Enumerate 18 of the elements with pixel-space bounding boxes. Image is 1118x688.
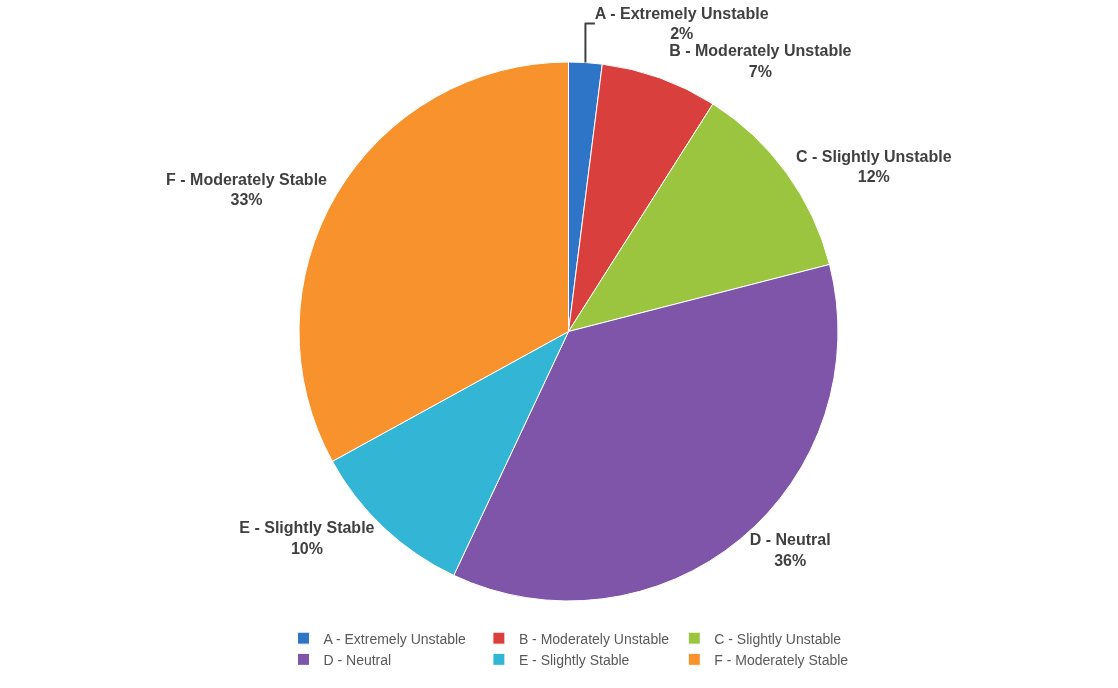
- data-label: 12%: [857, 168, 890, 186]
- slice-label: F - Moderately Stable: [166, 170, 328, 188]
- legend-label: D - Neutral: [323, 651, 392, 668]
- slice-label: A - Extremely Unstable: [594, 4, 769, 22]
- legend-label: F - Moderately Stable: [714, 651, 849, 668]
- slice-label: E - Slightly Stable: [239, 519, 375, 537]
- data-label: 2%: [670, 25, 694, 43]
- legend-label: E - Slightly Stable: [518, 651, 630, 668]
- slice-label: D - Neutral: [749, 531, 831, 549]
- legend-label: C - Slightly Unstable: [714, 630, 842, 647]
- data-label: 7%: [748, 63, 772, 81]
- legend-label: B - Moderately Unstable: [518, 630, 670, 647]
- data-label: 36%: [774, 552, 807, 570]
- slice-label: B - Moderately Unstable: [669, 42, 852, 60]
- slice-label: C - Slightly Unstable: [795, 147, 952, 165]
- data-label: 33%: [230, 191, 263, 209]
- data-label: 10%: [290, 539, 323, 557]
- legend-label: A - Extremely Unstable: [323, 630, 467, 647]
